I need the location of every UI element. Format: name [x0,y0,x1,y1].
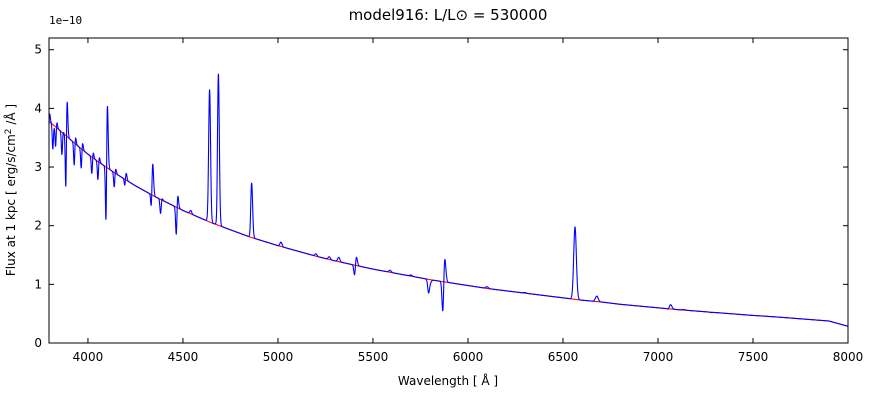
y-tick-label: 3 [34,160,42,174]
y-tick-label: 4 [34,101,42,115]
x-tick-label: 6500 [548,350,579,364]
x-tick-label: 4000 [73,350,104,364]
y-axis-label: Flux at 1 kpc [ erg/s/cm2 /Å ] [3,104,18,276]
page-title: model916: L/L⊙ = 530000 [349,6,548,24]
x-tick-label: 8000 [833,350,864,364]
y-tick-label: 1 [34,277,42,291]
x-axis-ticks: 4000 4500 5000 5500 6000 6500 7000 7500 8000 [73,38,864,364]
spectrum-curve [48,73,849,327]
x-tick-label: 7000 [643,350,674,364]
x-tick-label: 5500 [358,350,389,364]
x-tick-label: 5000 [263,350,294,364]
y-tick-label: 0 [34,336,42,350]
data-layer [48,73,849,327]
axes-frame [48,37,849,344]
x-tick-label: 6000 [453,350,484,364]
plot-title-group: model916: L/L⊙ = 530000 [349,6,548,24]
x-tick-label: 7500 [738,350,769,364]
y-tick-label: 2 [34,219,42,233]
y-axis-ticks: 0 1 2 3 4 5 [34,43,848,350]
y-tick-label: 5 [34,43,42,57]
y-axis-offset-text: 1e−10 [49,14,82,27]
x-axis-label: Wavelength [ Å ] [398,373,498,388]
x-tick-label: 4500 [168,350,199,364]
